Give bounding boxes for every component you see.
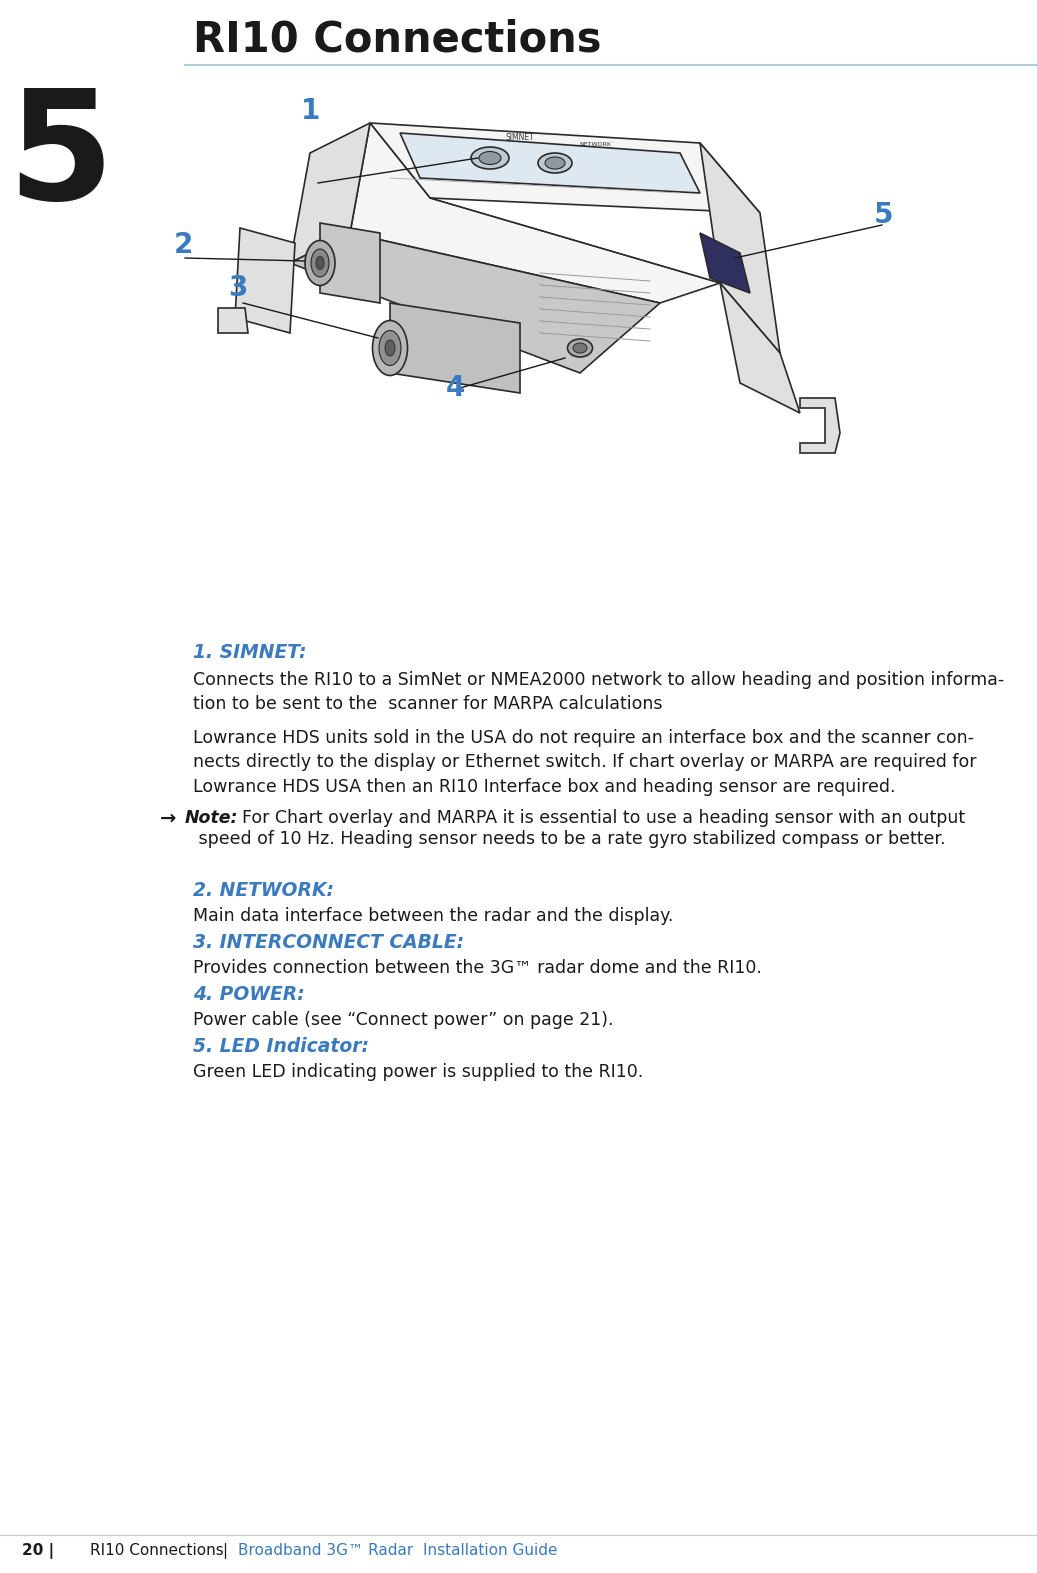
Text: 3: 3 — [228, 274, 248, 302]
Ellipse shape — [479, 151, 501, 165]
Polygon shape — [390, 304, 520, 393]
Ellipse shape — [545, 157, 565, 168]
Text: 2: 2 — [173, 231, 193, 260]
Text: 4: 4 — [445, 374, 465, 403]
Ellipse shape — [311, 249, 329, 277]
Polygon shape — [370, 123, 760, 212]
Text: 5: 5 — [874, 201, 894, 230]
Ellipse shape — [573, 343, 587, 352]
Ellipse shape — [567, 340, 592, 357]
Text: Note:: Note: — [185, 809, 239, 827]
Polygon shape — [800, 398, 840, 453]
Polygon shape — [290, 123, 370, 263]
Text: Broadband 3G™ Radar  Installation Guide: Broadband 3G™ Radar Installation Guide — [239, 1543, 558, 1557]
Text: 1: 1 — [301, 98, 319, 124]
Text: 5. LED Indicator:: 5. LED Indicator: — [193, 1037, 369, 1055]
Text: SIMNET: SIMNET — [506, 134, 534, 143]
Text: 20 |: 20 | — [22, 1543, 54, 1559]
Polygon shape — [290, 233, 660, 373]
Polygon shape — [235, 228, 295, 333]
Ellipse shape — [538, 153, 572, 173]
Text: NETWORK: NETWORK — [579, 143, 611, 148]
Ellipse shape — [385, 340, 395, 355]
Text: RI10 Connections: RI10 Connections — [193, 17, 601, 60]
Ellipse shape — [379, 330, 401, 365]
Text: Connects the RI10 to a SimNet or NMEA2000 network to allow heading and position : Connects the RI10 to a SimNet or NMEA200… — [193, 672, 1004, 713]
Text: Power cable (see “Connect power” on page 21).: Power cable (see “Connect power” on page… — [193, 1011, 614, 1029]
Polygon shape — [700, 233, 750, 293]
Text: 3. INTERCONNECT CABLE:: 3. INTERCONNECT CABLE: — [193, 933, 465, 952]
Text: 5: 5 — [7, 83, 113, 231]
Text: RI10 Connections: RI10 Connections — [90, 1543, 224, 1557]
Text: 2. NETWORK:: 2. NETWORK: — [193, 881, 334, 900]
Ellipse shape — [471, 146, 509, 168]
Text: Provides connection between the 3G™ radar dome and the RI10.: Provides connection between the 3G™ rada… — [193, 960, 762, 977]
Polygon shape — [700, 143, 780, 352]
Polygon shape — [720, 283, 800, 414]
Text: Main data interface between the radar and the display.: Main data interface between the radar an… — [193, 908, 673, 925]
Polygon shape — [218, 308, 248, 333]
Polygon shape — [400, 134, 700, 193]
Text: For Chart overlay and MARPA it is essential to use a heading sensor with an outp: For Chart overlay and MARPA it is essent… — [242, 809, 965, 827]
Polygon shape — [351, 123, 720, 304]
Text: 1. SIMNET:: 1. SIMNET: — [193, 643, 307, 662]
Text: →: → — [160, 809, 176, 827]
Ellipse shape — [305, 241, 335, 286]
Text: |: | — [222, 1543, 227, 1559]
Polygon shape — [320, 223, 380, 304]
Text: 4. POWER:: 4. POWER: — [193, 985, 305, 1004]
Ellipse shape — [316, 256, 324, 269]
Text: Lowrance HDS units sold in the USA do not require an interface box and the scann: Lowrance HDS units sold in the USA do no… — [193, 728, 977, 796]
Text: speed of 10 Hz. Heading sensor needs to be a rate gyro stabilized compass or bet: speed of 10 Hz. Heading sensor needs to … — [193, 831, 946, 848]
Ellipse shape — [372, 321, 408, 376]
Text: Green LED indicating power is supplied to the RI10.: Green LED indicating power is supplied t… — [193, 1063, 643, 1081]
